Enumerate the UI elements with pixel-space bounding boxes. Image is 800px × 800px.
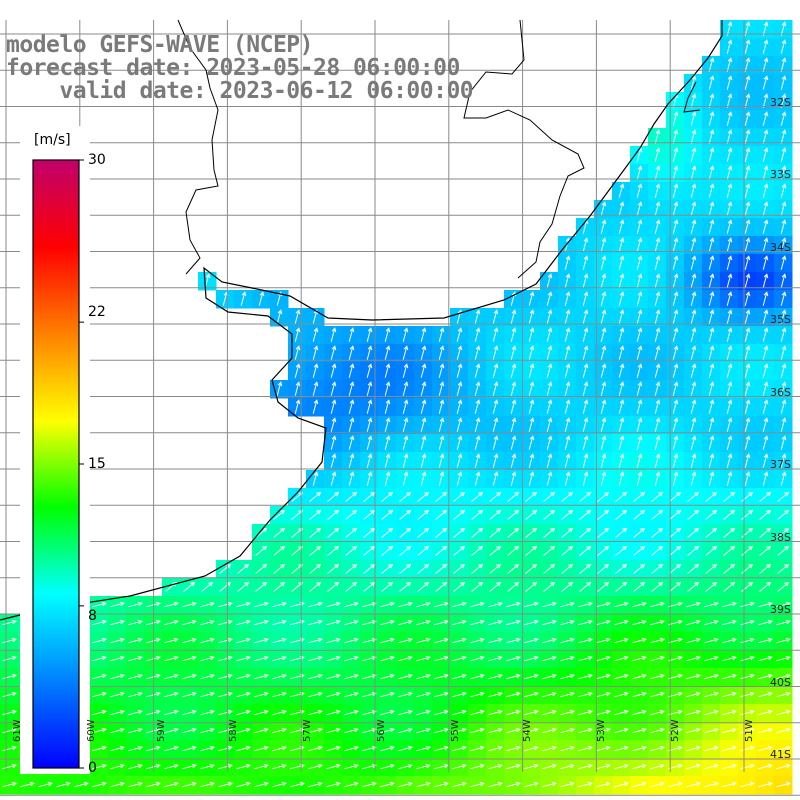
border-line [177,19,219,275]
valid-date: valid date: 2023-06-12 06:00:00 [6,78,474,104]
colorbar-tick-30: 30 [88,152,106,168]
border-line [463,19,585,279]
lat-label: 40S [770,676,791,689]
lat-label: 33S [770,168,791,181]
colorbar-tick-0: 0 [88,760,97,776]
lat-label: 38S [770,531,791,544]
colorbar-tick-8: 8 [88,608,97,624]
border-line [683,81,701,113]
lat-label: 39S [770,603,791,616]
lon-label: 53W [596,719,607,742]
colorbar-tick-15: 15 [88,456,106,472]
wind-speed-field [0,20,793,795]
lon-label: 60W [86,719,97,742]
lat-label: 32S [770,96,791,109]
forecast-date: forecast date: 2023-05-28 06:00:00 [6,55,460,81]
coastline [0,20,723,621]
lat-label: 41S [770,748,791,761]
colorbar-units: [m/s] [34,132,71,148]
lon-label: 51W [744,719,755,742]
lat-label: 34S [770,241,791,254]
lon-label: 61W [12,719,23,742]
lon-label: 55W [450,719,461,742]
lon-label: 58W [228,719,239,742]
colorbar-tick-22: 22 [88,304,106,320]
graticule [0,20,800,796]
lon-label: 54W [522,719,533,742]
lon-label: 52W [670,719,681,742]
lat-label: 36S [770,386,791,399]
model-title: modelo GEFS-WAVE (NCEP) [6,32,314,58]
lon-label: 57W [302,719,313,742]
lon-label: 59W [156,719,167,742]
lat-label: 37S [770,458,791,471]
colorbar [32,159,80,769]
lon-label: 56W [376,719,387,742]
lat-label: 35S [770,313,791,326]
